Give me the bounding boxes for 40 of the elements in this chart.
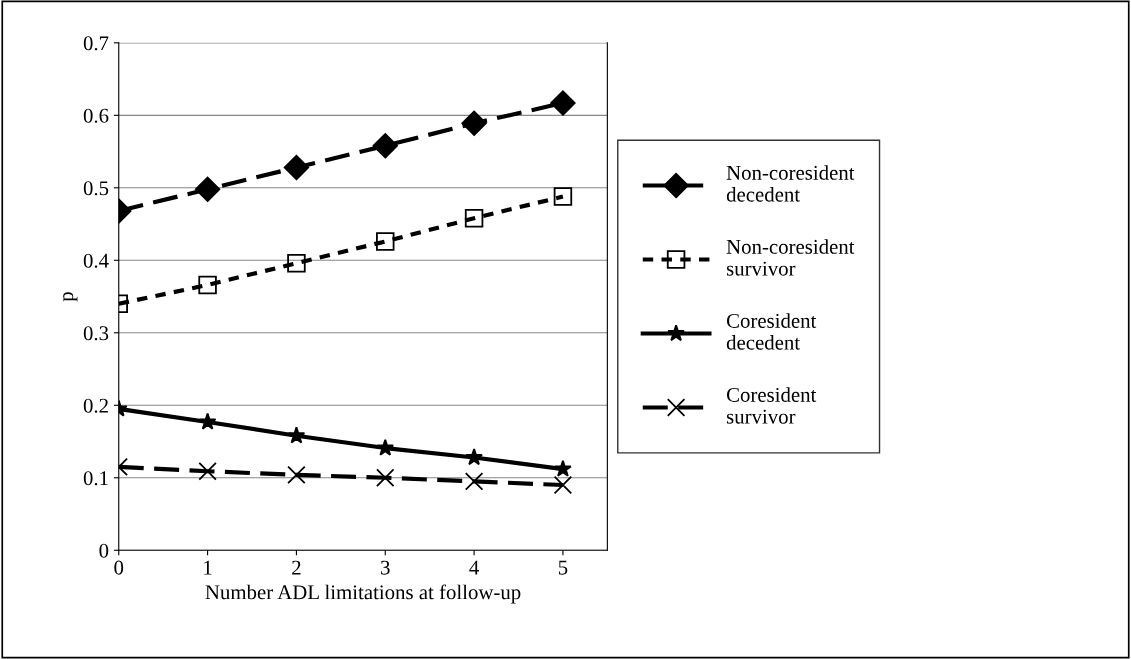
point (287, 465, 306, 485)
legend-label: Non-coresident survivor (726, 239, 855, 276)
y-tick-label: 0.3 (83, 326, 109, 341)
x-tick-label: 2 (292, 560, 301, 575)
x-axis-title: Number ADL limitations at follow-up (205, 584, 521, 604)
y-tick-label: 0.4 (83, 253, 109, 268)
point (287, 253, 306, 273)
y-tick-label: 0.7 (83, 36, 109, 51)
y-tick-label: 0 (99, 543, 109, 558)
point (464, 472, 484, 491)
point (554, 459, 572, 477)
y-tick-label: 0.2 (83, 398, 108, 413)
point (283, 154, 310, 181)
y-tick-label: 0.6 (83, 108, 109, 123)
x-tick-label: 4 (469, 560, 479, 575)
x-tick-label: 5 (558, 560, 568, 575)
point (376, 232, 395, 251)
legend-label: Coresident survivor (726, 387, 817, 424)
x-tick-label: 3 (381, 560, 390, 575)
legend-label: Non-coresident decedent (726, 165, 855, 202)
point (194, 176, 221, 202)
point (376, 438, 395, 456)
y-tick-label: 0.5 (83, 181, 109, 196)
point (553, 187, 573, 206)
point (376, 468, 395, 488)
x-tick-label: 0 (114, 560, 124, 575)
point (465, 448, 483, 466)
legend-label: Coresident decedent (726, 313, 817, 350)
point (198, 275, 217, 295)
point (550, 90, 576, 116)
point (198, 462, 217, 481)
y-axis-title: p (63, 292, 78, 302)
point (553, 475, 573, 495)
point (287, 426, 306, 444)
point (464, 209, 484, 228)
point (198, 412, 217, 430)
y-tick-label: 0.1 (83, 471, 108, 486)
x-tick-label: 1 (204, 560, 212, 575)
point (372, 133, 398, 159)
point (461, 110, 487, 136)
